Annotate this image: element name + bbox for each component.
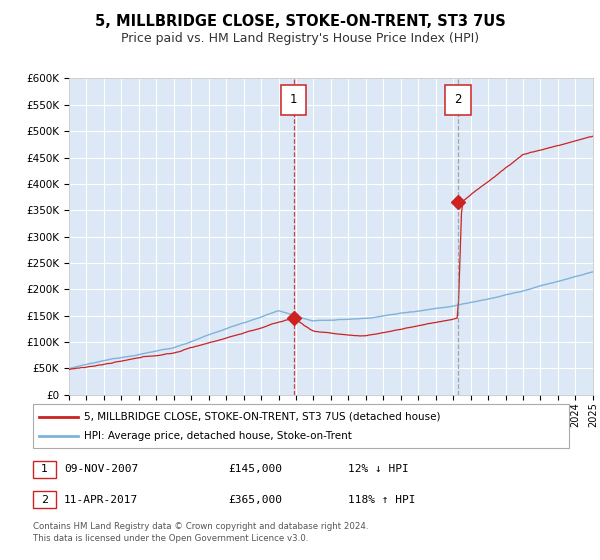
Text: 1: 1 [41, 464, 48, 474]
FancyBboxPatch shape [445, 85, 470, 115]
Text: 2: 2 [41, 494, 48, 505]
Text: 11-APR-2017: 11-APR-2017 [64, 494, 139, 505]
Text: 5, MILLBRIDGE CLOSE, STOKE-ON-TRENT, ST3 7US (detached house): 5, MILLBRIDGE CLOSE, STOKE-ON-TRENT, ST3… [84, 412, 440, 422]
Text: 5, MILLBRIDGE CLOSE, STOKE-ON-TRENT, ST3 7US: 5, MILLBRIDGE CLOSE, STOKE-ON-TRENT, ST3… [95, 14, 505, 29]
Text: 1: 1 [290, 94, 297, 106]
Text: Contains HM Land Registry data © Crown copyright and database right 2024.
This d: Contains HM Land Registry data © Crown c… [33, 522, 368, 543]
Text: 09-NOV-2007: 09-NOV-2007 [64, 464, 139, 474]
Text: £145,000: £145,000 [228, 464, 282, 474]
Text: 12% ↓ HPI: 12% ↓ HPI [348, 464, 409, 474]
Text: Price paid vs. HM Land Registry's House Price Index (HPI): Price paid vs. HM Land Registry's House … [121, 32, 479, 45]
Text: 118% ↑ HPI: 118% ↑ HPI [348, 494, 415, 505]
Text: £365,000: £365,000 [228, 494, 282, 505]
Text: HPI: Average price, detached house, Stoke-on-Trent: HPI: Average price, detached house, Stok… [84, 431, 352, 441]
Text: 2: 2 [454, 94, 462, 106]
FancyBboxPatch shape [281, 85, 306, 115]
